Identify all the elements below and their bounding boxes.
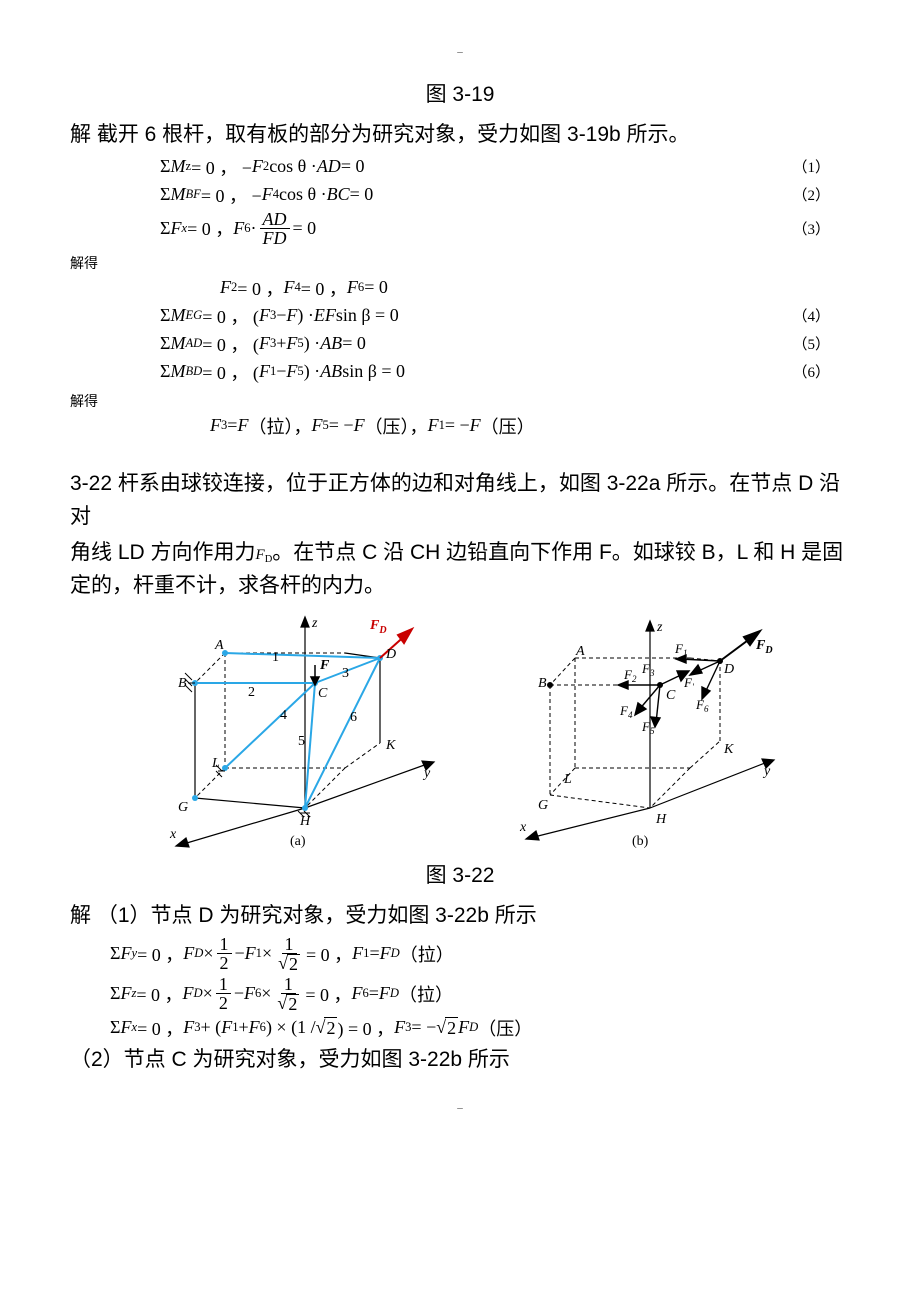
solution-3-19-intro: 解 截开 6 根杆，取有板的部分为研究对象，受力如图 3-19b 所示。 <box>70 118 850 152</box>
svg-text:x: x <box>169 827 177 842</box>
svg-text:K: K <box>723 742 734 757</box>
eq-1: ΣMz = 0 ， −F2 cos θ · AD = 0 （1） <box>160 154 850 180</box>
svg-text:z: z <box>311 616 318 631</box>
svg-text:H: H <box>299 814 311 829</box>
svg-text:A: A <box>575 644 585 659</box>
jiede-2: 解得 <box>70 391 850 411</box>
svg-text:F1: F1 <box>674 641 687 658</box>
solution-3-22-node-c: （2）节点 C 为研究对象，受力如图 3-22b 所示 <box>70 1043 850 1077</box>
svg-text:z: z <box>656 620 663 635</box>
eq-4: ΣMEG = 0 ， (F3 − F) · EF sin β = 0 （4） <box>160 303 850 329</box>
eq-mid-0: F2 = 0 ， F4 = 0 ， F6 = 0 <box>220 275 850 301</box>
svg-text:y: y <box>762 764 771 779</box>
svg-text:L: L <box>563 772 572 787</box>
svg-text:5: 5 <box>298 734 305 749</box>
svg-text:FD: FD <box>369 618 387 636</box>
eq-2: ΣMBF = 0 ， −F4 cos θ · BC = 0 （2） <box>160 182 850 208</box>
svg-text:G: G <box>178 800 188 815</box>
svg-text:D: D <box>385 647 396 662</box>
page-footer-dash: – <box>70 1102 850 1114</box>
svg-text:F: F <box>319 658 330 673</box>
jiede-1: 解得 <box>70 253 850 273</box>
figure-3-22-label: 图 3-22 <box>70 859 850 889</box>
svg-text:F3: F3 <box>641 661 655 678</box>
svg-text:K: K <box>385 738 396 753</box>
svg-text:C: C <box>318 686 328 701</box>
page-header-dash: – <box>70 46 850 58</box>
svg-text:L: L <box>211 756 220 771</box>
eq-5: ΣMAD = 0 ， (F3 + F5) · AB = 0 （5） <box>160 331 850 357</box>
svg-text:y: y <box>422 766 431 781</box>
solution-3-22-node-d: 解 （1）节点 D 为研究对象，受力如图 3-22b 所示 <box>70 899 850 933</box>
eq-6: ΣMBD = 0 ， (F1 − F5) · AB sin β = 0 （6） <box>160 359 850 385</box>
svg-text:(a): (a) <box>290 834 306 849</box>
svg-text:FD: FD <box>755 638 773 656</box>
figure-3-22-diagrams: z y x <box>70 613 850 853</box>
svg-text:x: x <box>519 820 527 835</box>
svg-text:(b): (b) <box>632 834 649 849</box>
figure-3-19-label: 图 3-19 <box>70 78 850 108</box>
svg-text:G: G <box>538 798 548 813</box>
diagram-a: z y x <box>140 613 440 853</box>
svg-text:F6: F6 <box>695 697 709 714</box>
svg-text:F4: F4 <box>619 703 633 720</box>
svg-text:A: A <box>214 638 224 653</box>
eq-3: ΣFx = 0 ， F6 · ADFD = 0 （3） <box>160 210 850 247</box>
svg-text:F': F' <box>683 675 695 692</box>
svg-text:6: 6 <box>350 710 357 725</box>
equation-block-2: F2 = 0 ， F4 = 0 ， F6 = 0 ΣMEG = 0 ， (F3 … <box>160 275 850 385</box>
svg-text:1: 1 <box>272 650 279 665</box>
svg-text:B: B <box>538 676 547 691</box>
svg-text:C: C <box>666 688 676 703</box>
svg-text:H: H <box>655 812 667 827</box>
svg-text:3: 3 <box>342 666 349 681</box>
svg-text:2: 2 <box>248 685 255 700</box>
problem-3-22-a: 3-22 杆系由球铰连接，位于正方体的边和对角线上，如图 3-22a 所示。在节… <box>70 467 850 534</box>
svg-text:4: 4 <box>280 708 287 723</box>
result-3-19: F3 = F （拉）， F5 = −F （压）， F1 = −F （压） <box>210 413 850 439</box>
svg-text:D: D <box>723 662 734 677</box>
svg-text:F2: F2 <box>623 667 637 684</box>
equation-block-1: ΣMz = 0 ， −F2 cos θ · AD = 0 （1） ΣMBF = … <box>160 154 850 247</box>
node-d-equations: Σ Fy = 0 ， FD × 12 − F1 × 12 = 0 ， F1 = … <box>110 935 850 1041</box>
svg-text:B: B <box>178 676 187 691</box>
problem-3-22-b: 角线 LD 方向作用力FD。在节点 C 沿 CH 边铅直向下作用 F。如球铰 B… <box>70 536 850 603</box>
diagram-b: z y x FD <box>480 613 780 853</box>
